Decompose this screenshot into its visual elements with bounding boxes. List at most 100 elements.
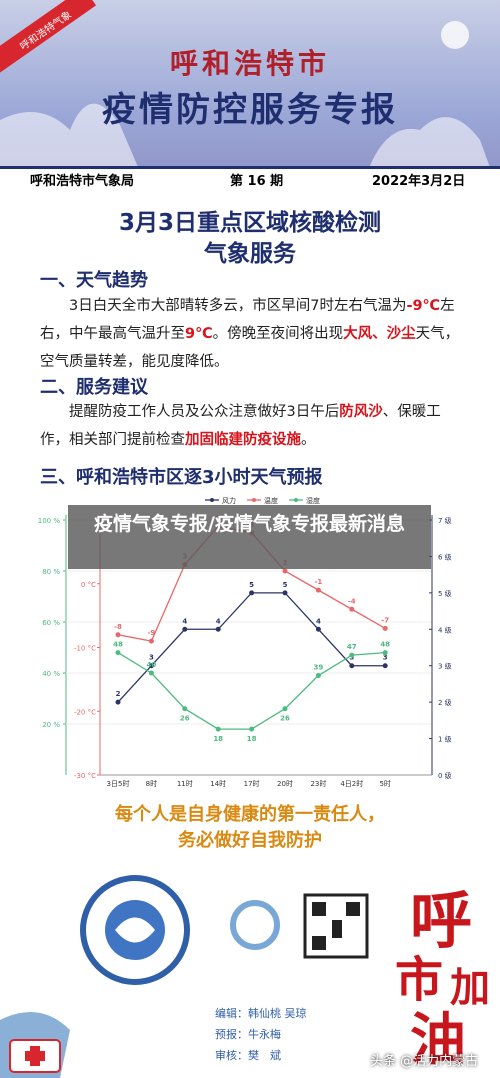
section-heading: 一、天气趋势 (40, 270, 148, 291)
text: 。傍晚至夜间将出现 (212, 326, 344, 342)
point (315, 673, 321, 679)
headline: 气象服务 (204, 241, 296, 267)
point (282, 568, 288, 574)
credit: 预报：牛永梅 (215, 1028, 281, 1041)
legend-label: 温度 (264, 496, 278, 505)
point (182, 626, 188, 632)
x-tick-label: 8时 (146, 779, 157, 788)
value-label: -8 (114, 623, 122, 631)
point (215, 726, 221, 732)
value-label: -4 (348, 597, 356, 605)
tick-label: 0 级 (438, 771, 452, 780)
highlight-text: -9℃ (406, 298, 441, 314)
chart: 100 % 80 % 60 % 40 % 20 % 0 °C -10 °C -20 °C -30… (38, 496, 452, 788)
point (315, 587, 321, 593)
tick-label: 5 级 (438, 589, 452, 598)
point (282, 590, 288, 596)
tick-label: 20 % (42, 721, 60, 729)
text: 天气，空气质量转差，能见度降低。 (40, 326, 460, 370)
point (148, 663, 154, 669)
x-tick-label: 23时 (310, 779, 326, 788)
tick-label: 4 级 (438, 625, 452, 634)
tick-label: 1 级 (438, 735, 452, 744)
legend-marker (294, 498, 298, 502)
value-label: -7 (381, 616, 389, 624)
value-label: 48 (380, 641, 390, 649)
issue: 第 16 期 (230, 174, 284, 189)
point (349, 606, 355, 612)
value-label: 39 (314, 664, 324, 672)
point (349, 663, 355, 669)
tick-label: -10 °C (74, 645, 96, 653)
value-label: 2 (116, 690, 121, 698)
tick-label: 80 % (42, 568, 60, 576)
point (282, 706, 288, 712)
slogan: 每个人是自身健康的第一责任人， (115, 804, 385, 825)
text: 、保暖工作，相关部门提前检查 (40, 404, 441, 448)
highlight-text: 防风沙 (339, 404, 383, 420)
tick-label: 2 级 (438, 698, 452, 707)
value-label: 5 (249, 581, 254, 589)
highlight-text: 加固临建防疫设施 (185, 432, 301, 448)
value-label: 40 (147, 661, 157, 669)
point (182, 706, 188, 712)
point (249, 590, 255, 596)
value-label: 26 (180, 715, 190, 723)
point (115, 650, 121, 656)
tick-label: 100 % (38, 517, 61, 525)
legend-label: 风力 (222, 496, 236, 505)
footer-art (0, 875, 369, 1078)
value-label: 18 (213, 735, 223, 743)
slogan: 务必做好自我防护 (178, 830, 322, 851)
issuer: 呼和浩特市气象局 (30, 174, 135, 189)
series-line (117, 592, 386, 703)
legend-label: 湿度 (306, 496, 320, 505)
point (148, 670, 154, 676)
tick-label: 60 % (42, 619, 60, 627)
text: 。 (301, 432, 316, 448)
point (315, 626, 321, 632)
value-label: 3 (349, 654, 354, 662)
cheer-char: 加 (450, 964, 490, 1011)
point (148, 638, 154, 644)
paragraph: 提醒防疫工作人员及公众注意做好3日午后防风沙、保暖工作，相关部门提前检查加固临建… (40, 398, 465, 454)
value-label: 4 (182, 617, 187, 625)
legend-marker (252, 498, 256, 502)
tick-label: 3 级 (438, 662, 452, 671)
tick-label: 7 级 (438, 516, 452, 525)
x-tick-label: 3日5时 (107, 779, 130, 788)
text: 左右，中午最高气温升至 (40, 298, 455, 342)
point (382, 663, 388, 669)
issue-bar (0, 166, 500, 195)
point (349, 652, 355, 658)
city: 呼和浩特市 (169, 47, 330, 80)
point (382, 625, 388, 631)
value-label: 48 (113, 641, 123, 649)
point (382, 650, 388, 656)
x-tick-label: 5时 (379, 779, 390, 788)
tick-label: 0 °C (81, 581, 96, 589)
paragraph: 3日白天全市大部晴转多云，市区早间7时左右气温为-9℃左右，中午最高气温升至9℃… (40, 292, 465, 376)
value-label: 18 (247, 735, 257, 743)
x-tick-label: 14时 (210, 779, 226, 788)
date: 2022年3月2日 (372, 174, 466, 189)
point (215, 626, 221, 632)
headline: 3月3日重点区域核酸检测 (118, 210, 381, 236)
point (115, 699, 121, 705)
point (115, 632, 121, 638)
text: 3日白天全市大部晴转多云，市区早间7时左右气温为 (69, 298, 407, 314)
title: 疫情防控服务专报 (102, 90, 398, 130)
point (249, 726, 255, 732)
value-label: 3 (149, 654, 154, 662)
value-label: -1 (315, 578, 323, 586)
watermark: 头条 @活力内蒙古 (370, 1054, 479, 1069)
tick-label: 6 级 (438, 552, 452, 561)
tick-label: -20 °C (74, 708, 96, 716)
tick-label: 40 % (42, 670, 60, 678)
banner: 疫情气象专报/疫情气象专报最新消息 (68, 505, 431, 569)
value-label: 26 (280, 715, 290, 723)
tick-label: -30 °C (74, 772, 96, 780)
legend-marker (210, 498, 214, 502)
cheer-char: 呼 (410, 884, 473, 957)
